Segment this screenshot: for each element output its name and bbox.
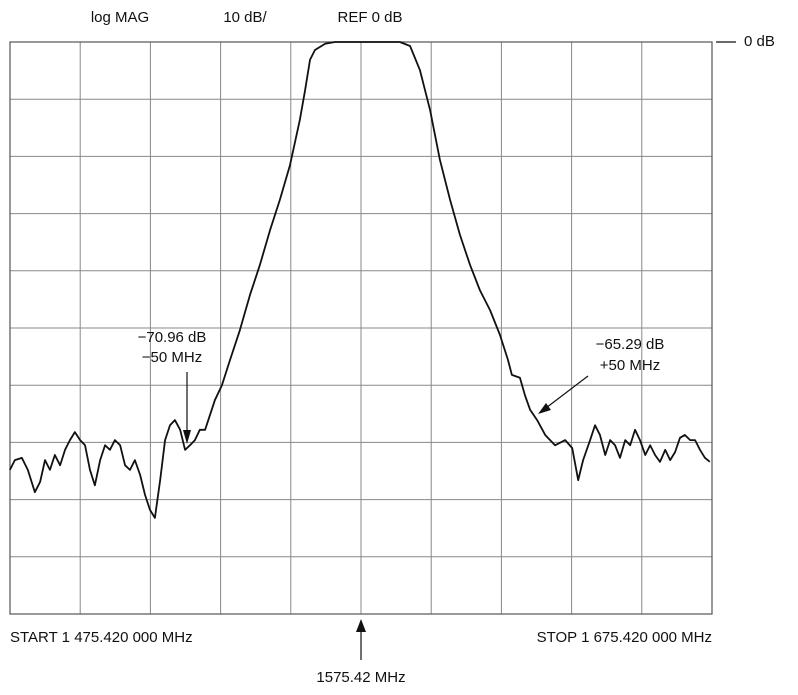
- scale-label: 10 dB/: [223, 9, 267, 26]
- annotation-arrow-head: [183, 430, 191, 444]
- annotation-text: +50 MHz: [600, 357, 660, 374]
- annotation-arrow: [541, 375, 589, 412]
- center-arrow-head: [356, 619, 366, 632]
- annotation-text: −70.96 dB: [138, 329, 207, 346]
- stop-label: STOP 1 675.420 000 MHz: [537, 629, 712, 646]
- center-label: 1575.42 MHz: [316, 669, 405, 686]
- ref-label: REF 0 dB: [337, 9, 402, 26]
- mode-label: log MAG: [91, 9, 149, 26]
- annotation-text: −50 MHz: [142, 349, 202, 366]
- start-label: START 1 475.420 000 MHz: [10, 629, 193, 646]
- ref-marker-label: 0 dB: [744, 33, 775, 50]
- annotation-text: −65.29 dB: [596, 336, 665, 353]
- annotation-arrow-head: [538, 403, 551, 414]
- trace-line: [9, 41, 711, 519]
